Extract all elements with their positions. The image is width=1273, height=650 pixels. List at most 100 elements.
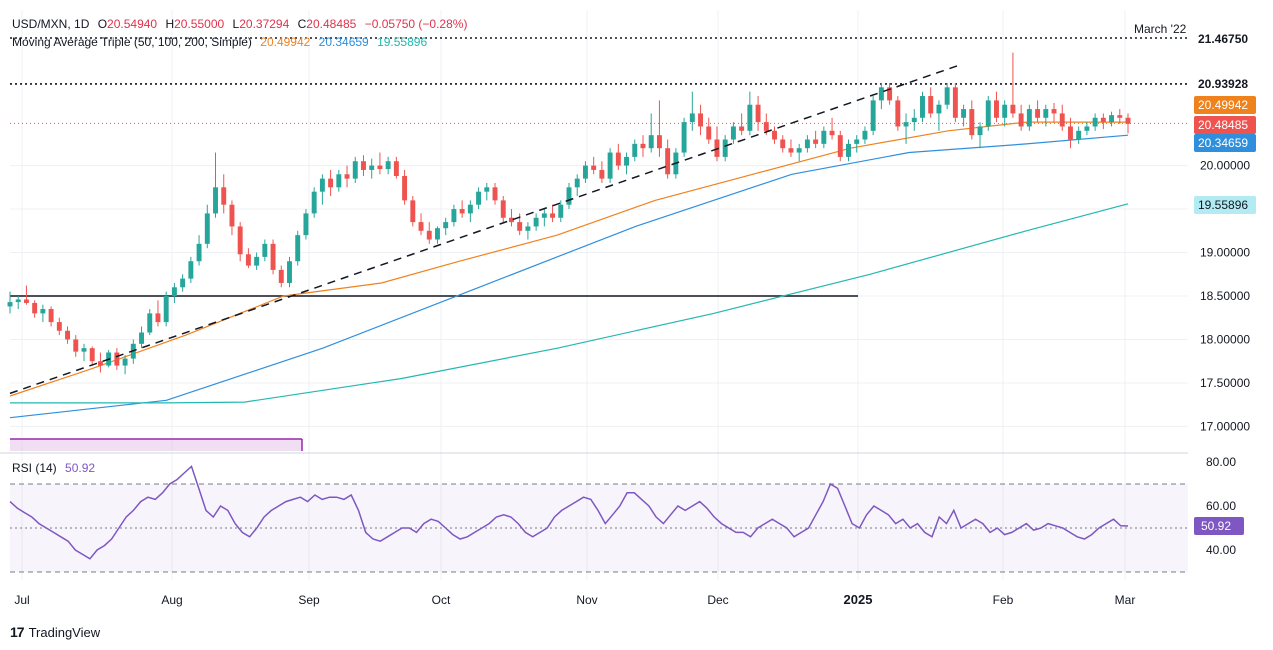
candle-body xyxy=(65,330,71,340)
rsi-tag-label: 50.92 xyxy=(1201,519,1231,533)
candle-body xyxy=(328,178,334,188)
candle-body xyxy=(369,165,375,170)
open-label: O xyxy=(97,17,108,31)
range-box xyxy=(10,439,302,451)
candle-body xyxy=(426,230,432,240)
candle-body xyxy=(287,261,292,283)
ma-line-ma50 xyxy=(9,121,1128,397)
candle-body xyxy=(566,187,572,205)
candle-body xyxy=(180,278,186,288)
candle-body xyxy=(476,191,482,205)
candle-body xyxy=(665,148,671,175)
time-tick-label: Sep xyxy=(298,593,320,607)
candle-body xyxy=(607,152,613,179)
ma50-value: 20.49942 xyxy=(260,35,311,49)
candle-body xyxy=(862,130,868,140)
candle-body xyxy=(81,348,87,352)
candle-body xyxy=(944,87,950,105)
symbol-header: USD/MXN, 1D O20.54940 H20.55000 L20.3729… xyxy=(12,17,468,31)
candle-body xyxy=(410,200,416,223)
ma200-value: 19.55896 xyxy=(377,35,428,49)
candle-body xyxy=(484,187,490,192)
candle-body xyxy=(952,87,958,118)
time-axis[interactable]: Jul Aug Sep Oct Nov Dec 2025 Feb Mar xyxy=(14,592,1135,607)
candle-body xyxy=(804,139,810,149)
candle-body xyxy=(221,187,227,205)
brand-name: TradingView xyxy=(28,624,101,640)
time-tick-label: Mar xyxy=(1115,593,1136,607)
candle-body xyxy=(870,100,876,131)
candle-body xyxy=(1109,115,1115,123)
candle-body xyxy=(1002,104,1008,118)
candle-body xyxy=(648,135,654,149)
candle-body xyxy=(780,139,786,149)
candle-body xyxy=(813,139,819,144)
candle-body xyxy=(541,213,547,218)
ma-legend-label: Moving Average Triple (50, 100, 200, Sim… xyxy=(12,35,252,49)
candle-body xyxy=(632,143,638,157)
candle-body xyxy=(1067,126,1073,140)
rsi-legend[interactable]: RSI (14) 50.92 xyxy=(12,461,95,475)
candle-body xyxy=(878,87,884,101)
candle-body xyxy=(1100,117,1106,123)
price-tag-label: 21.46750 xyxy=(1198,32,1248,46)
price-tag-box xyxy=(1194,134,1256,152)
candle-body xyxy=(788,148,794,153)
candle-body xyxy=(895,100,901,127)
price-tick-label: 18.50000 xyxy=(1200,289,1250,303)
candle-body xyxy=(459,209,465,214)
candle-body xyxy=(56,322,62,331)
price-axis[interactable]: 17.00000 17.50000 18.00000 18.50000 19.00000… xyxy=(1200,159,1250,557)
price-tick-label: 18.00000 xyxy=(1200,332,1250,346)
candle-body xyxy=(911,117,917,123)
candle-body xyxy=(1035,109,1041,118)
candle-body xyxy=(920,96,925,118)
candle-body xyxy=(295,235,301,262)
candle-body xyxy=(821,130,827,144)
ma100-value: 20.34659 xyxy=(318,35,369,49)
time-tick-label: Feb xyxy=(993,593,1014,607)
candle-body xyxy=(624,156,630,166)
candle-body xyxy=(229,204,235,227)
candle-body xyxy=(7,302,13,307)
candle-body xyxy=(278,269,284,283)
candle-body xyxy=(837,135,843,157)
candle-body xyxy=(443,222,449,229)
candle-body xyxy=(772,130,777,140)
tradingview-brand[interactable]: 17 TradingView xyxy=(10,624,100,640)
candle-body xyxy=(1026,109,1032,127)
candle-body xyxy=(977,126,983,136)
ma-line-ma100 xyxy=(9,134,1129,419)
candle-body xyxy=(903,122,909,127)
candle-body xyxy=(402,176,408,201)
candle-body xyxy=(114,352,120,366)
candle-body xyxy=(451,209,457,223)
change-value: −0.05750 (−0.28%) xyxy=(364,17,468,31)
candle-body xyxy=(574,178,580,188)
ascending-trendline xyxy=(9,64,959,395)
low-label: L xyxy=(232,17,240,31)
candle-body xyxy=(435,228,440,240)
candle-body xyxy=(533,217,539,227)
candle-body xyxy=(640,143,646,149)
candle-body xyxy=(689,113,695,123)
time-tick-label: 2025 xyxy=(844,592,873,607)
price-tag-box xyxy=(1194,75,1256,93)
candle-body xyxy=(270,243,276,270)
candle-body xyxy=(846,143,851,157)
moving-averages xyxy=(9,121,1129,419)
price-tag-box xyxy=(1194,196,1256,214)
candle-body xyxy=(73,339,79,352)
candle-body xyxy=(163,296,169,323)
ma-legend[interactable]: Moving Average Triple (50, 100, 200, Sim… xyxy=(12,35,427,49)
candle-body xyxy=(681,122,687,153)
price-tag-box xyxy=(1194,96,1256,114)
close-value: 20.48485 xyxy=(306,17,357,31)
price-levels xyxy=(10,37,1190,451)
candle-body xyxy=(969,109,975,136)
candle-body xyxy=(1117,115,1123,118)
candle-body xyxy=(1018,113,1024,127)
price-tag-box xyxy=(1194,30,1256,48)
candle-body xyxy=(1059,113,1065,127)
